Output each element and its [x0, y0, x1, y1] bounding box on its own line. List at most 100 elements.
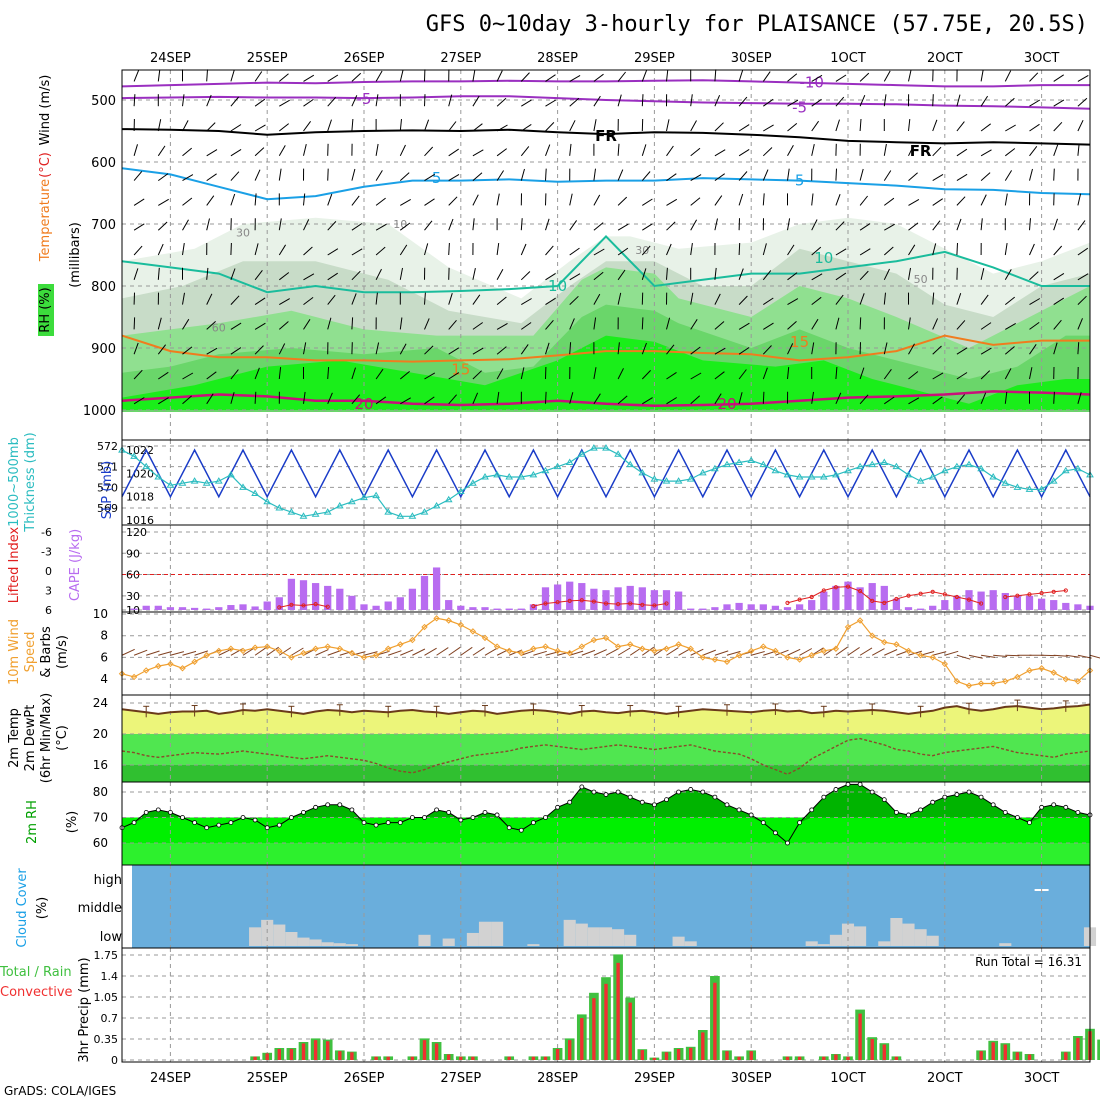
temp-panel-ylabel: 2m Temp: [7, 708, 22, 768]
wind-barb: [666, 397, 677, 405]
surface-wind-barb: [194, 650, 209, 656]
precip-convective-bar: [374, 1056, 378, 1060]
wind-barb: [956, 218, 962, 231]
wind-barb: [1077, 119, 1084, 132]
low-cloud-bar: [612, 929, 625, 946]
wind-barb: [642, 397, 653, 405]
wind-barb: [884, 396, 895, 405]
wind-barb: [835, 221, 845, 231]
cape-bar: [190, 607, 199, 610]
wind-barb: [278, 168, 282, 181]
wind-barb: [835, 317, 840, 330]
wind-barb: [157, 243, 164, 256]
thickness-point: [916, 477, 925, 484]
time-label-top: 1OCT: [830, 51, 866, 66]
wind-barb: [254, 391, 257, 404]
rh-point: [276, 822, 282, 828]
wind-barb: [980, 370, 991, 380]
wind-speed-point: [300, 649, 307, 657]
wind-speed-point: [844, 623, 852, 631]
rh-point: [942, 794, 948, 800]
upper-ylabel-temp-unit: (°C): [38, 152, 53, 178]
rh-point: [409, 815, 415, 820]
rh-point: [676, 789, 681, 795]
wind-barb: [617, 143, 620, 156]
wind-speed-point: [215, 647, 223, 655]
wind-panel-ylabel: 10m Wind: [7, 619, 22, 685]
wind-barb: [230, 124, 242, 132]
wind-barb: [448, 94, 453, 107]
wind-barb: [545, 272, 556, 281]
wind-barb: [593, 222, 604, 231]
wind-barb: [762, 71, 771, 82]
wind-barb: [690, 174, 702, 182]
rh-point: [930, 799, 936, 805]
wind-barb: [956, 242, 958, 256]
surface-wind-barb: [787, 648, 801, 656]
wind-barb: [569, 97, 580, 107]
wind-barb: [230, 295, 240, 305]
wind-barb: [133, 171, 143, 181]
slp-tick: 1020: [126, 467, 154, 480]
wind-barb: [811, 391, 814, 404]
cape-bar: [832, 585, 840, 610]
wind-barb: [230, 369, 239, 380]
wind-barb: [714, 393, 722, 405]
wind-barb: [399, 343, 407, 355]
time-label-top: 27SEP: [440, 51, 481, 66]
cloud-panel-ylabel-unit: (%): [35, 897, 50, 920]
precip-tick: 1.75: [94, 949, 119, 962]
wind-barb: [230, 69, 235, 82]
low-cloud-bar: [817, 944, 830, 946]
thickness-point: [408, 512, 417, 519]
precip-convective-bar: [785, 1056, 790, 1060]
thickness-point: [553, 462, 562, 470]
rh-point: [809, 807, 815, 813]
low-cloud-bar: [575, 923, 588, 946]
thickness-point: [711, 464, 719, 472]
cape-bar: [396, 597, 404, 610]
cape-bar: [687, 608, 695, 610]
precip-convective-bar: [701, 1032, 705, 1060]
precip-convective-bar: [676, 1048, 681, 1060]
wind-speed-point: [348, 649, 356, 657]
wind-barb: [351, 223, 363, 231]
wind-barb: [883, 369, 892, 380]
low-cloud-bar: [902, 923, 915, 946]
time-label-bottom: 1OCT: [830, 1071, 866, 1086]
rh-point: [918, 807, 923, 813]
wind-barb: [424, 146, 434, 157]
contour-label: 30: [635, 244, 649, 257]
wind-barb: [399, 267, 403, 280]
wind-barb: [521, 298, 532, 306]
time-label-bottom: 28SEP: [537, 1071, 578, 1086]
rh-point: [167, 810, 173, 815]
cape-bar: [1050, 600, 1058, 610]
wind-barb: [520, 146, 530, 157]
wind-barb: [375, 94, 379, 107]
wind-barb: [351, 394, 361, 405]
precip-tick: 1.4: [101, 970, 119, 983]
wind-barb: [182, 243, 185, 256]
surface-wind-barb: [460, 646, 473, 656]
wind-barb: [908, 69, 912, 82]
surface-wind-barb: [847, 646, 860, 656]
thickness-point: [832, 470, 840, 478]
wind-barb: [496, 269, 504, 281]
cape-bar: [432, 567, 441, 610]
wind-barb: [1053, 297, 1065, 306]
wind-speed-line: [121, 617, 1091, 687]
wind-barb: [496, 296, 507, 305]
wind-barb: [980, 149, 992, 157]
precip-convective-bar: [991, 1042, 995, 1060]
wind-barb: [472, 370, 482, 380]
precip-convective-bar: [858, 1013, 862, 1060]
pressure-tick-label: 800: [91, 280, 116, 295]
wind-barb: [375, 170, 383, 181]
rh-tick: 60: [93, 836, 108, 850]
cape-bar: [578, 583, 586, 610]
wind-barb: [278, 123, 290, 132]
thickness-point: [965, 460, 973, 468]
wind-barb: [278, 145, 286, 157]
wind-speed-point: [687, 645, 694, 652]
